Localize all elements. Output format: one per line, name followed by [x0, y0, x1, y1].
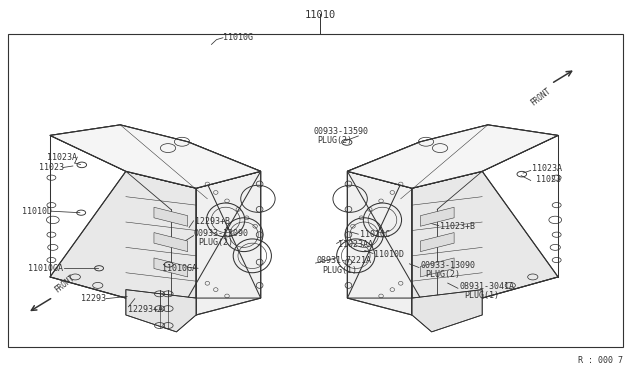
Text: PLUG(2): PLUG(2) — [426, 270, 460, 279]
Polygon shape — [420, 207, 454, 226]
Text: 11010GA: 11010GA — [162, 264, 196, 273]
Polygon shape — [126, 290, 196, 332]
Text: 11023A: 11023A — [532, 164, 562, 173]
Polygon shape — [50, 125, 260, 188]
Text: FRONT: FRONT — [52, 273, 76, 294]
Polygon shape — [50, 171, 196, 315]
Bar — [8, 34, 623, 347]
Text: FRONT: FRONT — [529, 86, 553, 107]
Text: 11010C: 11010C — [360, 230, 390, 240]
Text: 11010D: 11010D — [374, 250, 404, 259]
Text: 11010D: 11010D — [22, 207, 52, 216]
Text: 12293+A: 12293+A — [129, 305, 163, 314]
Text: 11023AA: 11023AA — [338, 240, 373, 249]
Text: 11010G: 11010G — [223, 33, 253, 42]
Text: R : 000 7: R : 000 7 — [579, 356, 623, 365]
Polygon shape — [412, 290, 482, 332]
Polygon shape — [348, 125, 558, 188]
Polygon shape — [420, 258, 454, 277]
Text: 00933-13090: 00933-13090 — [420, 261, 476, 270]
Polygon shape — [154, 232, 188, 251]
Text: 08931-3041A: 08931-3041A — [460, 282, 514, 291]
Text: PLUG(2): PLUG(2) — [198, 238, 234, 247]
Text: PLUG(2): PLUG(2) — [317, 136, 352, 145]
Polygon shape — [420, 232, 454, 251]
Text: 11023: 11023 — [39, 163, 64, 172]
Polygon shape — [348, 171, 412, 315]
Text: 11010: 11010 — [305, 10, 335, 20]
Text: 12293+B: 12293+B — [195, 217, 230, 226]
Text: 11010GA: 11010GA — [28, 264, 63, 273]
Text: PLUG(1): PLUG(1) — [322, 266, 357, 275]
Text: 00933-13590: 00933-13590 — [314, 126, 369, 136]
Polygon shape — [154, 258, 188, 277]
Polygon shape — [196, 171, 260, 315]
Text: PLUG(1): PLUG(1) — [465, 291, 499, 300]
Polygon shape — [154, 207, 188, 226]
Text: 12293: 12293 — [81, 294, 106, 303]
Text: 00933-13090: 00933-13090 — [193, 229, 248, 238]
Text: 11023A: 11023A — [47, 153, 77, 161]
Text: 11023: 11023 — [536, 175, 561, 184]
Polygon shape — [412, 171, 558, 315]
Text: 08931-7221A: 08931-7221A — [317, 256, 372, 265]
Text: 11023+B: 11023+B — [440, 222, 475, 231]
